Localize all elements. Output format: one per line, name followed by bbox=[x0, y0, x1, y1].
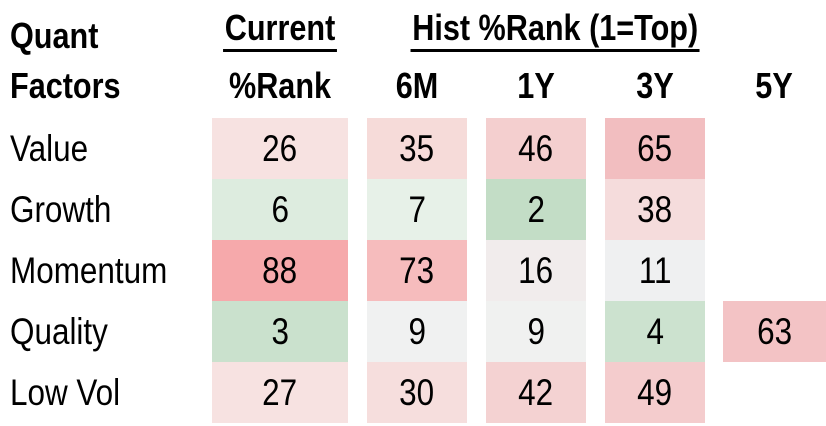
cell-value: 26 bbox=[262, 127, 298, 169]
table-row-low-vol: Low Vol 27 30 42 49 bbox=[0, 362, 826, 423]
table-title-line1: Quant bbox=[10, 16, 114, 56]
row-label-text: Quality bbox=[10, 311, 108, 352]
heatmap-cell: 16 bbox=[486, 240, 586, 301]
heatmap-cell: 42 bbox=[486, 362, 586, 423]
table-row-quality: Quality 3 9 9 4 63 bbox=[0, 301, 826, 362]
heatmap-cell: 7 bbox=[367, 179, 467, 240]
column-header-3y: 3Y bbox=[636, 65, 674, 106]
heatmap-cell: 63 bbox=[723, 301, 826, 362]
cell-value: 27 bbox=[262, 371, 298, 413]
cell-value: 35 bbox=[399, 127, 435, 169]
cell-value: 30 bbox=[399, 371, 435, 413]
table-row-momentum: Momentum 88 73 16 11 bbox=[0, 240, 826, 301]
cell-value: 3 bbox=[271, 310, 289, 352]
row-label: Momentum bbox=[10, 240, 195, 301]
column-header-percent-rank: %Rank bbox=[228, 65, 332, 106]
heatmap-cell: 9 bbox=[486, 301, 586, 362]
row-label: Quality bbox=[10, 301, 125, 362]
row-label: Low Vol bbox=[10, 362, 140, 423]
heatmap-cell: 3 bbox=[212, 301, 348, 362]
cell-value: 9 bbox=[527, 310, 545, 352]
cell-value: 38 bbox=[637, 188, 673, 230]
heatmap-cell: 2 bbox=[486, 179, 586, 240]
cell-value: 73 bbox=[399, 249, 435, 291]
row-label: Growth bbox=[10, 179, 129, 240]
row-label: Value bbox=[10, 118, 102, 179]
heatmap-cell: 11 bbox=[605, 240, 705, 301]
row-label-text: Growth bbox=[10, 189, 112, 230]
row-label-text: Momentum bbox=[10, 250, 168, 291]
heatmap-cell: 88 bbox=[212, 240, 348, 301]
hist-rank-group-header-label: Hist %Rank (1=Top) bbox=[410, 8, 700, 52]
cell-value: 49 bbox=[637, 371, 673, 413]
cell-value: 63 bbox=[757, 310, 792, 352]
cell-value: 46 bbox=[518, 127, 554, 169]
heatmap-cell: 6 bbox=[212, 179, 348, 240]
heatmap-cell: 9 bbox=[367, 301, 467, 362]
column-header-5y: 5Y bbox=[755, 65, 794, 106]
cell-value: 6 bbox=[271, 188, 289, 230]
heatmap-cell: 49 bbox=[605, 362, 705, 423]
hist-rank-group-header: Hist %Rank (1=Top) bbox=[367, 8, 743, 52]
column-header-1y: 1Y bbox=[517, 65, 555, 106]
cell-value: 7 bbox=[408, 188, 426, 230]
cell-value: 4 bbox=[646, 310, 664, 352]
table-row-value: Value 26 35 46 65 bbox=[0, 118, 826, 179]
cell-value: 42 bbox=[518, 371, 554, 413]
heatmap-cell: 38 bbox=[605, 179, 705, 240]
cell-value: 65 bbox=[637, 127, 673, 169]
row-label-text: Low Vol bbox=[10, 372, 121, 413]
heatmap-cell: 46 bbox=[486, 118, 586, 179]
current-group-header: Current bbox=[212, 8, 348, 52]
current-group-header-label: Current bbox=[223, 8, 337, 52]
heatmap-cell: 27 bbox=[212, 362, 348, 423]
heatmap-cell: 26 bbox=[212, 118, 348, 179]
cell-value: 11 bbox=[638, 249, 672, 291]
table-title-text: Quant bbox=[10, 15, 99, 56]
column-header-6m: 6M bbox=[395, 65, 439, 106]
heatmap-cell: 4 bbox=[605, 301, 705, 362]
cell-value: 9 bbox=[408, 310, 426, 352]
cell-value: 2 bbox=[527, 188, 545, 230]
row-label-text: Value bbox=[10, 128, 89, 169]
table-title-text: Factors bbox=[10, 65, 121, 106]
heatmap-cell: 30 bbox=[367, 362, 467, 423]
table-row-growth: Growth 6 7 2 38 bbox=[0, 179, 826, 240]
heatmap-cell: 73 bbox=[367, 240, 467, 301]
table-title-line2: Factors bbox=[10, 66, 140, 106]
heatmap-cell: 65 bbox=[605, 118, 705, 179]
cell-value: 88 bbox=[262, 249, 298, 291]
heatmap-cell: 35 bbox=[367, 118, 467, 179]
cell-value: 16 bbox=[518, 249, 554, 291]
heatmap-grid: Value 26 35 46 65 Growth 6 7 2 38 Momentum 88 7… bbox=[0, 118, 826, 423]
